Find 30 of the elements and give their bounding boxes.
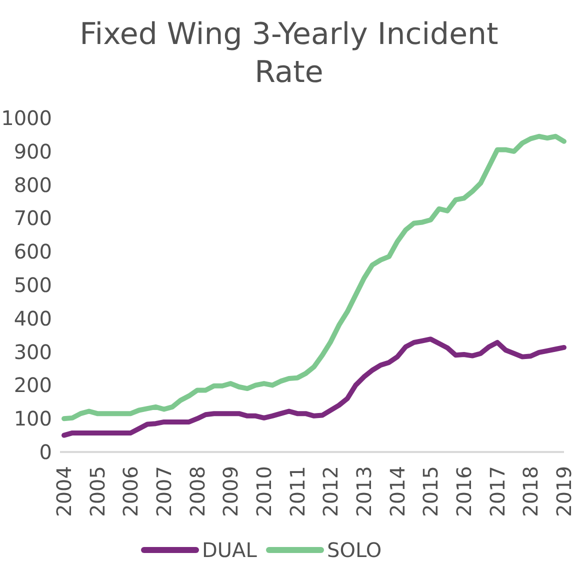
y-tick-label: 800 [14,172,52,197]
x-tick-label: 2011 [285,466,310,517]
x-tick-label: 2008 [185,466,210,517]
y-tick-label: 1000 [1,106,52,130]
x-tick-label: 2009 [218,466,243,517]
x-tick-label: 2013 [352,466,376,517]
x-tick-label: 2005 [85,466,110,517]
x-tick-label: 2019 [552,466,576,517]
y-tick-label: 400 [14,306,52,330]
y-tick-label: 100 [14,406,52,431]
y-tick-label: 900 [14,139,52,164]
y-tick-label: 300 [14,340,52,364]
legend-label: SOLO [327,538,382,562]
x-tick-label: 2016 [452,466,476,517]
x-tick-label: 2018 [518,466,543,517]
x-tick-label: 2012 [318,466,343,517]
x-tick-label: 2014 [385,466,410,517]
chart-title: Fixed Wing 3-Yearly Incident Rate [80,17,499,90]
y-tick-label: 500 [14,273,52,297]
y-tick-label: 200 [14,373,52,398]
y-tick-label: 0 [39,440,52,464]
x-tick-label: 2007 [152,466,176,517]
x-tick-label: 2017 [485,466,510,517]
x-tick-label: 2015 [418,466,443,517]
x-tick-label: 2004 [52,466,76,517]
x-tick-label: 2010 [252,466,276,517]
legend-label: DUAL [202,538,258,562]
x-tick-label: 2006 [118,466,143,517]
y-tick-label: 600 [14,240,52,264]
y-tick-label: 700 [14,206,52,230]
